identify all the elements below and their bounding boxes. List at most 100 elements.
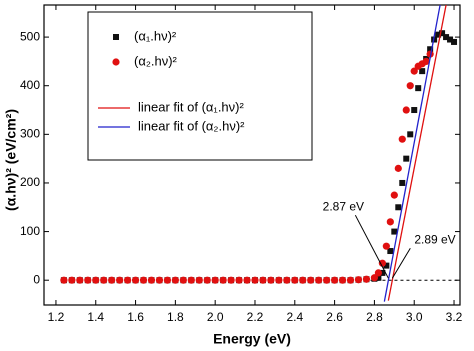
plot-frame [43, 4, 461, 306]
point [307, 276, 315, 284]
x-tick-label: 1.6 [127, 310, 144, 324]
point [163, 276, 172, 284]
point [382, 242, 390, 250]
point [395, 204, 402, 211]
point [410, 67, 418, 75]
point [422, 57, 430, 66]
point [443, 34, 450, 41]
point [426, 50, 434, 58]
point [354, 276, 363, 284]
annotation-arrow [354, 214, 389, 279]
point [100, 276, 108, 284]
point [378, 259, 386, 267]
point [251, 276, 259, 284]
point [427, 46, 434, 53]
legend-label: (α₂.hν)² [134, 53, 178, 68]
point [370, 274, 379, 282]
y-tick-label: 0 [33, 272, 40, 286]
annotation: 2.87 eV [323, 199, 364, 213]
point [391, 228, 398, 235]
y-tick-label: 500 [20, 29, 40, 43]
point [68, 276, 76, 284]
point [299, 276, 307, 284]
fit-line [387, 5, 447, 301]
point [447, 36, 454, 43]
point [379, 269, 386, 276]
point [439, 30, 446, 37]
point [407, 131, 414, 138]
y-tick-label: 100 [20, 224, 40, 238]
point [346, 276, 355, 284]
annotation-arrow [391, 247, 411, 279]
point [108, 276, 116, 284]
point [362, 275, 371, 283]
point [390, 191, 398, 199]
plot-area [60, 5, 460, 302]
point [419, 68, 426, 75]
legend-marker [112, 58, 120, 66]
legend-label: linear fit of (α₁.hν)² [138, 99, 244, 114]
point [139, 276, 148, 284]
point [315, 276, 323, 284]
point [451, 38, 458, 45]
point [84, 276, 92, 284]
point [283, 276, 291, 284]
point [211, 276, 219, 284]
point [402, 106, 410, 114]
x-tick-label: 1.2 [48, 310, 65, 324]
y-tick-label: 300 [20, 127, 40, 141]
y-tick-label: 200 [20, 175, 40, 189]
x-tick-label: 2.6 [326, 310, 343, 324]
point [374, 269, 382, 277]
point [406, 82, 414, 90]
point [147, 276, 156, 284]
point [155, 276, 164, 284]
point [92, 276, 100, 284]
point [411, 107, 418, 114]
point [435, 31, 442, 38]
point [338, 276, 347, 284]
point [267, 276, 275, 284]
x-tick-label: 1.4 [87, 310, 104, 324]
point [399, 179, 406, 186]
x-tick-label: 3.2 [446, 310, 463, 324]
point [383, 262, 390, 269]
point [219, 276, 227, 284]
legend-label: linear fit of (α₂.hν)² [138, 118, 245, 133]
annotation: 2.89 eV [414, 232, 455, 246]
point [131, 276, 140, 284]
point [386, 218, 394, 226]
point [291, 276, 299, 284]
point [259, 276, 267, 284]
y-tick-label: 400 [20, 78, 40, 92]
point [203, 276, 211, 284]
y-axis-title: (α.hν)² (eV/cm²) [3, 109, 19, 211]
point [227, 276, 235, 284]
point [387, 248, 394, 255]
x-tick-label: 3.0 [406, 310, 423, 324]
point [60, 276, 68, 284]
point [116, 276, 124, 284]
x-tick-label: 2.8 [366, 310, 383, 324]
point [243, 276, 251, 284]
point [171, 276, 179, 284]
point [403, 155, 410, 162]
point [275, 276, 283, 284]
point [398, 135, 406, 143]
point [195, 276, 203, 284]
fit-line [383, 5, 441, 302]
legend-label: (α₁.hν)² [134, 28, 177, 43]
point [179, 276, 187, 284]
x-tick-label: 2.4 [286, 310, 303, 324]
x-tick-label: 2.0 [207, 310, 224, 324]
point [375, 274, 382, 281]
legend-box [87, 11, 313, 161]
point [415, 85, 422, 92]
point [394, 164, 402, 172]
point [187, 276, 195, 284]
x-tick-label: 1.8 [167, 310, 184, 324]
legend-marker [113, 34, 119, 40]
point [123, 276, 132, 284]
x-axis-title: Energy (eV) [213, 331, 291, 347]
